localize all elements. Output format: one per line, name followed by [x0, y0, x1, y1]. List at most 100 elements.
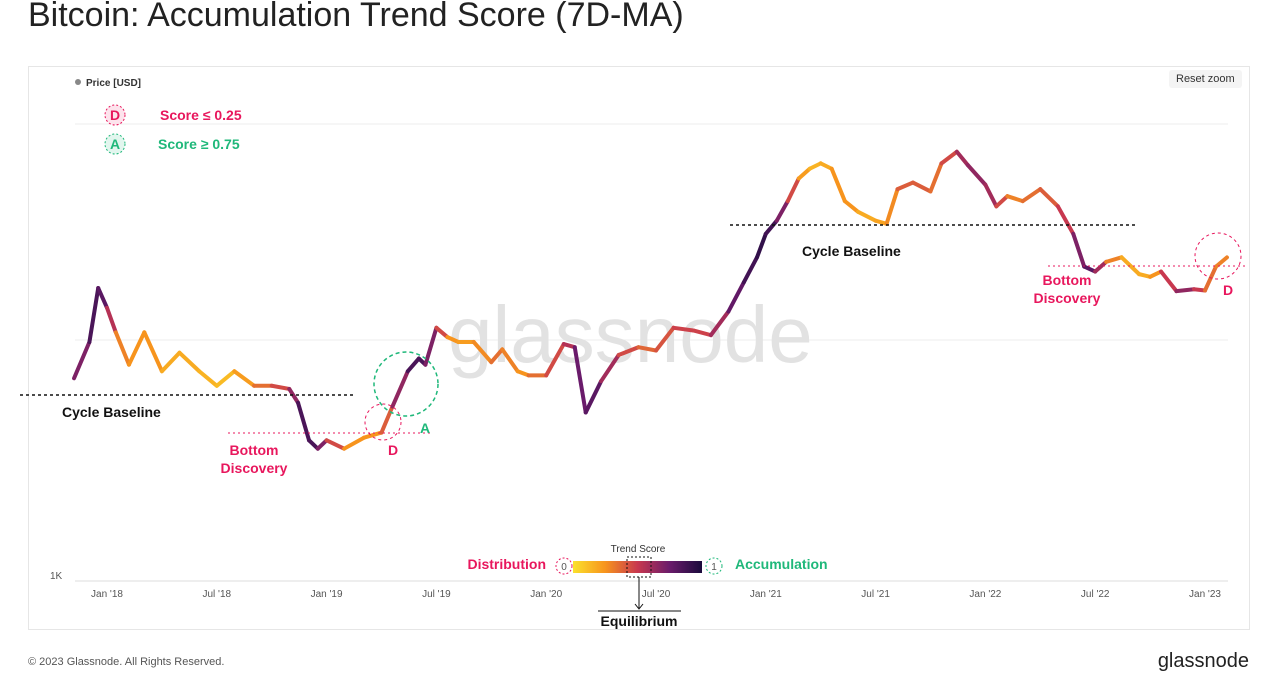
price-segment — [390, 369, 410, 409]
x-tick-label: Jul '18 — [203, 589, 232, 600]
colorbar-min-circle — [555, 557, 573, 575]
price-segment — [928, 161, 944, 194]
accumulation-label: Accumulation — [735, 556, 828, 572]
price-segment — [829, 166, 847, 204]
price-segment — [126, 330, 147, 367]
price-segment — [807, 161, 823, 171]
x-tick-label: Jul '20 — [642, 589, 671, 600]
price-segment — [269, 383, 292, 391]
price-segment — [763, 218, 779, 236]
price-segment — [342, 435, 366, 451]
price-segment — [287, 386, 301, 405]
price-segment — [636, 345, 658, 353]
price-segment — [379, 404, 395, 435]
price-segment — [87, 286, 101, 344]
price-segment — [1104, 255, 1124, 264]
x-tick-label: Jan '19 — [311, 589, 343, 600]
chart-frame — [28, 66, 1250, 630]
price-segment — [910, 180, 933, 194]
price-segment — [1174, 287, 1197, 294]
price-segment — [324, 438, 347, 451]
price-segment — [159, 350, 182, 374]
x-tick-label: Jan '18 — [91, 589, 123, 600]
price-segment — [1159, 269, 1179, 294]
price-segment — [1203, 264, 1218, 293]
d-badge-circle — [104, 104, 126, 126]
price-segment — [500, 347, 520, 374]
d-marker-circle — [364, 403, 402, 441]
price-segment — [434, 325, 450, 340]
price-segment — [954, 149, 970, 168]
price-segment — [1020, 187, 1043, 204]
price-segment — [1119, 255, 1142, 277]
price-segment — [741, 255, 760, 285]
price-segment — [177, 350, 202, 374]
watermark: glassnode — [448, 290, 813, 379]
price-segment — [583, 379, 604, 415]
legend-series[interactable]: Price [USD] — [86, 78, 141, 89]
price-segment — [1038, 187, 1060, 209]
price-segment — [983, 182, 999, 209]
y-tick-label: 1K — [50, 571, 63, 582]
price-segment — [142, 330, 164, 374]
price-segment — [1082, 264, 1098, 274]
discovery-label: Discovery — [221, 460, 288, 476]
reset-zoom-button[interactable]: Reset zoom — [1169, 70, 1242, 88]
price-segment — [654, 325, 676, 353]
price-segment — [785, 176, 801, 204]
price-segment — [214, 369, 237, 388]
price-segment — [939, 149, 959, 166]
arrow-head-icon — [634, 603, 644, 610]
price-segment — [307, 438, 320, 451]
colorbar — [573, 561, 702, 573]
price-segment — [489, 347, 505, 365]
distribution-label: Distribution — [467, 556, 546, 572]
price-segment — [1093, 259, 1109, 274]
d-marker: D — [1223, 282, 1233, 298]
legend-dot — [75, 79, 81, 85]
x-tick-label: Jan '22 — [969, 589, 1001, 600]
price-segment — [616, 345, 641, 357]
price-segment — [856, 209, 878, 223]
cycle-baseline-label: Cycle Baseline — [62, 404, 161, 420]
colorbar-title: Trend Score — [611, 544, 666, 555]
price-segment — [113, 330, 131, 367]
price-segment — [572, 345, 588, 415]
price-segment — [471, 340, 494, 365]
price-segment — [965, 163, 988, 187]
d-marker: D — [388, 442, 398, 458]
d-marker-circle — [1194, 232, 1242, 280]
price-segment — [726, 280, 746, 314]
price-segment — [708, 309, 731, 338]
price-segment — [405, 356, 421, 374]
colorbar-max: 1 — [711, 562, 717, 573]
x-tick-label: Jul '19 — [422, 589, 451, 600]
x-tick-label: Jan '20 — [530, 589, 562, 600]
price-segment — [994, 194, 1010, 209]
price-segment — [315, 438, 329, 451]
price-segment — [1005, 194, 1025, 204]
price-segment — [895, 180, 915, 192]
price-segment — [1213, 255, 1229, 269]
bottom-label: Bottom — [230, 442, 279, 458]
price-segment — [72, 340, 92, 381]
price-segment — [774, 199, 790, 223]
d-legend-label: Score ≤ 0.25 — [160, 107, 242, 123]
colorbar-max-circle — [705, 557, 723, 575]
bottom-label: Bottom — [1043, 272, 1092, 288]
price-segment — [445, 335, 461, 344]
price-segment — [671, 325, 696, 333]
colorbar-min: 0 — [561, 562, 567, 573]
price-segment — [232, 369, 257, 388]
price-segment — [842, 199, 861, 214]
price-segment — [599, 352, 621, 384]
price-segment — [544, 342, 566, 378]
d-badge: D — [110, 107, 120, 123]
a-marker: A — [420, 420, 430, 436]
price-segment — [296, 400, 312, 443]
cycle-baseline-label: Cycle Baseline — [802, 243, 901, 259]
copyright: © 2023 Glassnode. All Rights Reserved. — [28, 656, 225, 668]
brand-logo: glassnode — [1157, 650, 1249, 672]
a-badge-circle — [104, 133, 126, 155]
x-tick-label: Jul '21 — [861, 589, 890, 600]
